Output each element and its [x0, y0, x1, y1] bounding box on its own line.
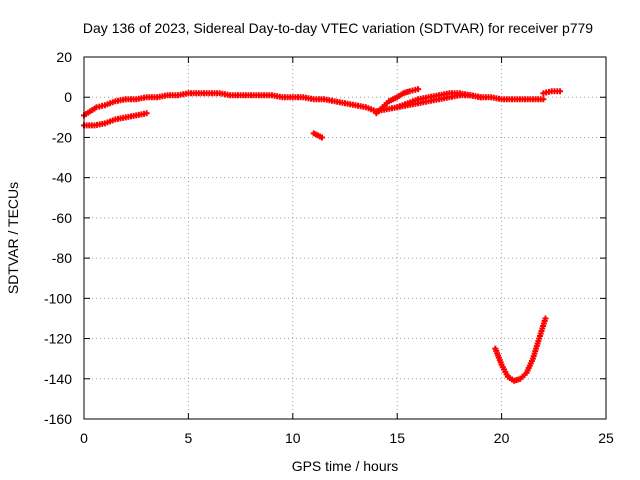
x-tick-label: 20: [494, 430, 510, 446]
data-point: [415, 86, 422, 93]
y-tick-label: -20: [52, 129, 72, 145]
grid-lines: [84, 57, 606, 419]
data-points: [81, 86, 564, 384]
x-axis-label: GPS time / hours: [292, 458, 399, 474]
axis-ticks: 0 5 10 15 20 25 20 0 -20 -40 -60 -80 -100 -120 -140 -16…: [44, 49, 614, 446]
y-tick-label: -60: [52, 210, 72, 226]
data-point: [542, 315, 549, 322]
y-tick-label: -120: [44, 331, 72, 347]
y-tick-label: -160: [44, 411, 72, 427]
data-point: [143, 110, 150, 117]
y-tick-label: -100: [44, 290, 72, 306]
data-point: [477, 94, 484, 101]
plot-frame: [83, 56, 607, 420]
y-tick-label: 0: [64, 89, 72, 105]
y-tick-label: -40: [52, 170, 72, 186]
data-point: [540, 96, 547, 103]
data-point: [319, 134, 326, 141]
x-tick-label: 15: [389, 430, 405, 446]
x-tick-label: 0: [80, 430, 88, 446]
y-axis-label: SDTVAR / TECUs: [5, 182, 21, 294]
data-point: [557, 88, 564, 95]
chart-title: Day 136 of 2023, Sidereal Day-to-day VTE…: [83, 20, 593, 36]
x-tick-label: 5: [185, 430, 193, 446]
y-tick-label: -140: [44, 371, 72, 387]
x-tick-label: 25: [598, 430, 614, 446]
y-tick-label: -80: [52, 250, 72, 266]
y-tick-label: 20: [56, 49, 72, 65]
x-tick-label: 10: [285, 430, 301, 446]
